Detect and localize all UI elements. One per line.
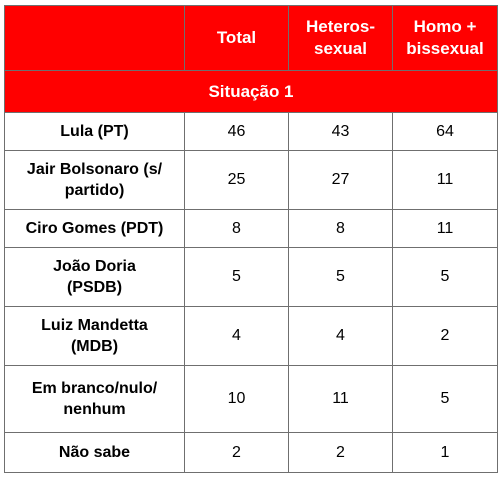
table-row: João Doria (PSDB) 5 5 5 — [4, 247, 498, 307]
row-label-text: Em branco/nulo/ nenhum — [31, 380, 158, 418]
header-hetero-line1: Heteros- — [306, 17, 375, 36]
cell-value: 11 — [392, 150, 498, 210]
row-label-text: Ciro Gomes (PDT) — [25, 220, 164, 237]
row-label-text: Não sabe — [58, 444, 131, 461]
cell-value: 5 — [288, 247, 393, 307]
cell-value: 2 — [184, 432, 289, 473]
cell-value: 25 — [184, 150, 289, 210]
cell-value: 11 — [288, 365, 393, 433]
table-row: Ciro Gomes (PDT) 8 8 11 — [4, 209, 498, 248]
cell-value: 4 — [184, 306, 289, 366]
header-homo: Homo + bissexual — [392, 5, 498, 71]
header-homo-line1: Homo + — [413, 17, 477, 36]
table-row: Lula (PT) 46 43 64 — [4, 112, 498, 151]
header-homo-line2: bissexual — [406, 39, 484, 58]
cell-value: 27 — [288, 150, 393, 210]
row-label-text: Luiz Mandetta (MDB) — [41, 317, 148, 355]
section-title: Situação 1 — [4, 70, 498, 113]
cell-value: 10 — [184, 365, 289, 433]
cell-value: 5 — [184, 247, 289, 307]
row-label: Ciro Gomes (PDT) — [4, 209, 185, 248]
row-label-text: João Doria (PSDB) — [53, 258, 136, 296]
row-label: Lula (PT) — [4, 112, 185, 151]
poll-table: Total Heteros-sexual Homo + bissexual Sit… — [4, 5, 498, 473]
cell-value: 5 — [392, 365, 498, 433]
row-label-text: Jair Bolsonaro (s/ partido) — [26, 161, 163, 199]
cell-value: 1 — [392, 432, 498, 473]
row-label-text: Lula (PT) — [60, 123, 129, 140]
cell-value: 8 — [288, 209, 393, 248]
cell-value: 5 — [392, 247, 498, 307]
row-label: Luiz Mandetta (MDB) — [4, 306, 185, 366]
row-label: Jair Bolsonaro (s/ partido) — [4, 150, 185, 210]
header-hetero: Heteros-sexual — [288, 5, 393, 71]
header-row: Total Heteros-sexual Homo + bissexual — [4, 5, 498, 71]
table-row: Em branco/nulo/ nenhum 10 11 5 — [4, 365, 498, 433]
table-row: Jair Bolsonaro (s/ partido) 25 27 11 — [4, 150, 498, 210]
cell-value: 2 — [392, 306, 498, 366]
cell-value: 11 — [392, 209, 498, 248]
cell-value: 8 — [184, 209, 289, 248]
cell-value: 2 — [288, 432, 393, 473]
row-label: João Doria (PSDB) — [4, 247, 185, 307]
cell-value: 46 — [184, 112, 289, 151]
header-total: Total — [184, 5, 289, 71]
row-label: Em branco/nulo/ nenhum — [4, 365, 185, 433]
cell-value: 64 — [392, 112, 498, 151]
cell-value: 4 — [288, 306, 393, 366]
row-label: Não sabe — [4, 432, 185, 473]
section-row: Situação 1 — [4, 70, 498, 113]
header-hetero-line2: sexual — [314, 39, 367, 58]
table-row: Não sabe 2 2 1 — [4, 432, 498, 473]
cell-value: 43 — [288, 112, 393, 151]
header-corner — [4, 5, 185, 71]
table-row: Luiz Mandetta (MDB) 4 4 2 — [4, 306, 498, 366]
header-total-label: Total — [216, 28, 257, 47]
